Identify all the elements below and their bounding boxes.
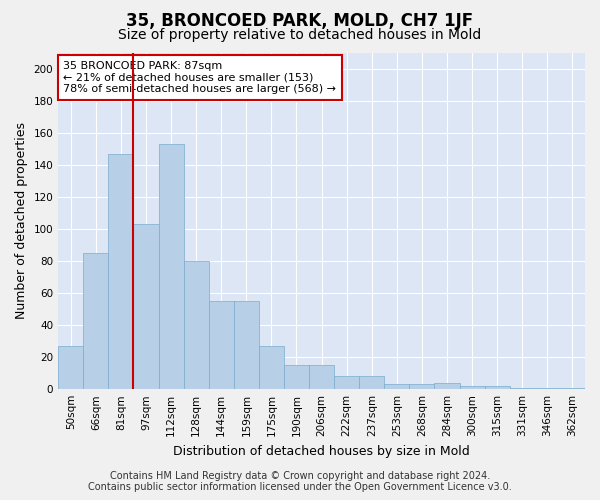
Bar (359, 376, 385, 389)
Bar (560, 388, 585, 389)
Text: Size of property relative to detached houses in Mold: Size of property relative to detached ho… (118, 28, 482, 42)
Bar (284, 365, 309, 389)
Bar (209, 301, 234, 389)
Bar (460, 386, 485, 389)
Bar (158, 144, 184, 389)
Text: 35, BRONCOED PARK, MOLD, CH7 1JF: 35, BRONCOED PARK, MOLD, CH7 1JF (127, 12, 473, 30)
Bar (385, 384, 409, 389)
Bar (485, 386, 510, 389)
Bar (409, 384, 434, 389)
Bar (109, 154, 133, 389)
Y-axis label: Number of detached properties: Number of detached properties (15, 122, 28, 320)
Bar (133, 224, 158, 389)
Bar (184, 261, 209, 389)
Text: Contains HM Land Registry data © Crown copyright and database right 2024.
Contai: Contains HM Land Registry data © Crown c… (88, 471, 512, 492)
Bar (510, 388, 535, 389)
Bar (83, 253, 109, 389)
Bar (309, 365, 334, 389)
Bar (234, 301, 259, 389)
X-axis label: Distribution of detached houses by size in Mold: Distribution of detached houses by size … (173, 444, 470, 458)
Bar (535, 388, 560, 389)
Bar (334, 376, 359, 389)
Text: 35 BRONCOED PARK: 87sqm
← 21% of detached houses are smaller (153)
78% of semi-d: 35 BRONCOED PARK: 87sqm ← 21% of detache… (64, 61, 337, 94)
Bar (434, 383, 460, 389)
Bar (259, 346, 284, 389)
Bar (58, 346, 83, 389)
